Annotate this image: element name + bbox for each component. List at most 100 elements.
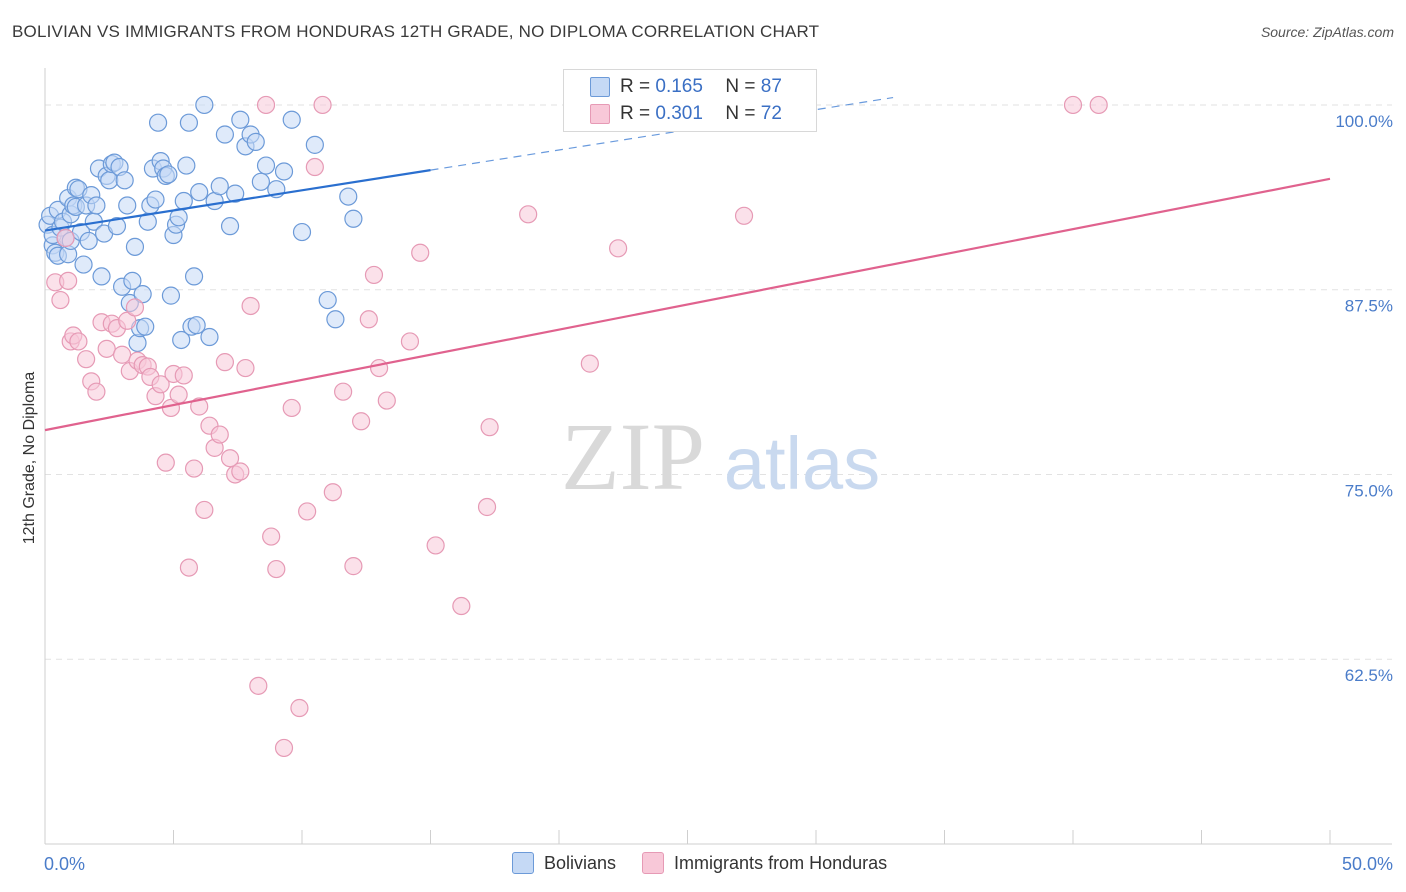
honduras-point	[580, 354, 599, 373]
bolivian-point	[123, 271, 142, 290]
bolivian-point	[74, 255, 93, 274]
legend-swatch-bolivians	[590, 77, 610, 97]
legend-n-value-honduras: 72	[760, 103, 782, 124]
honduras-point	[323, 483, 342, 502]
bolivian-point	[125, 237, 145, 256]
honduras-point	[274, 738, 294, 758]
tick-labels: 100.0% 87.5% 75.0% 62.5% 0.0% 50.0%	[44, 112, 1393, 874]
y-tick-label: 87.5%	[1345, 297, 1393, 316]
bolivian-point	[274, 162, 294, 181]
honduras-point	[156, 453, 175, 472]
legend-r-value-honduras: 0.301	[655, 103, 703, 124]
honduras-point	[377, 391, 396, 410]
honduras-point	[184, 459, 204, 478]
honduras-point	[174, 366, 193, 385]
bolivian-point	[226, 184, 245, 203]
bolivian-point	[292, 222, 312, 242]
honduras-point	[400, 332, 420, 351]
watermark: ZIP atlas	[561, 403, 880, 510]
bolivian-point	[251, 172, 270, 191]
honduras-point	[220, 449, 240, 468]
honduras-point	[151, 375, 170, 394]
honduras-point	[210, 425, 229, 444]
honduras-point	[59, 271, 78, 290]
legend-r-label: R =	[620, 103, 651, 124]
x-tick-label: 50.0%	[1342, 854, 1393, 874]
bolivian-point	[246, 132, 265, 152]
bottom-legend-label-honduras: Immigrants from Honduras	[674, 852, 888, 873]
y-tick-label: 62.5%	[1345, 666, 1393, 685]
bolivian-point	[256, 156, 276, 175]
honduras-point	[195, 500, 214, 520]
bolivian-point	[305, 135, 324, 154]
honduras-point	[359, 310, 378, 329]
honduras-point	[241, 296, 260, 316]
honduras-point	[352, 412, 371, 431]
honduras-point	[256, 95, 276, 115]
honduras-point	[231, 462, 250, 481]
bolivian-point	[161, 286, 181, 305]
data-points	[38, 95, 1108, 758]
bolivian-point	[146, 190, 165, 209]
honduras-point	[267, 559, 286, 579]
bolivian-point	[184, 267, 204, 286]
bolivian-point	[79, 231, 98, 251]
bolivian-point	[215, 125, 234, 144]
honduras-point	[1089, 95, 1108, 115]
honduras-point	[290, 698, 309, 718]
bolivian-point	[172, 330, 191, 350]
honduras-point	[609, 239, 628, 258]
y-tick-label: 100.0%	[1335, 112, 1393, 131]
legend-n-label: N =	[725, 103, 756, 124]
honduras-point	[169, 385, 188, 404]
bottom-legend: Bolivians Immigrants from Honduras	[512, 852, 887, 874]
honduras-point	[69, 332, 88, 351]
source-label: Source: ZipAtlas.com	[1260, 24, 1394, 40]
honduras-point	[364, 265, 384, 285]
bolivian-point	[148, 113, 168, 132]
honduras-point	[97, 339, 116, 358]
bolivian-point	[118, 196, 137, 215]
bolivian-point	[210, 177, 229, 196]
honduras-point	[519, 205, 538, 224]
axes	[44, 68, 1392, 845]
legend-r-value-bolivians: 0.165	[655, 76, 703, 97]
bolivian-point	[339, 187, 358, 206]
grid-lines	[45, 104, 1392, 660]
honduras-point	[282, 398, 301, 418]
x-tick-label: 0.0%	[44, 854, 85, 874]
honduras-point	[334, 382, 353, 401]
bottom-legend-swatch-bolivians	[512, 852, 534, 874]
honduras-point	[262, 527, 281, 546]
bolivian-trend-line	[44, 169, 431, 232]
honduras-point	[51, 290, 70, 310]
bolivian-point	[159, 165, 178, 184]
bolivian-point	[282, 110, 301, 129]
legend-row-honduras: R = 0.301 N = 72	[620, 102, 782, 126]
bolivian-point	[195, 95, 214, 115]
legend-r-label: R =	[620, 76, 651, 97]
legend-n-value-bolivians: 87	[760, 76, 782, 97]
stats-legend: R = 0.165 N = 87 R = 0.301 N = 72	[563, 69, 817, 132]
bolivian-point	[107, 217, 127, 236]
honduras-point	[344, 557, 363, 576]
bolivian-point	[200, 327, 219, 347]
honduras-point	[1063, 95, 1083, 115]
honduras-point	[370, 358, 389, 378]
bolivian-point	[326, 310, 345, 329]
bolivian-point	[128, 333, 147, 353]
bolivian-point	[115, 171, 134, 190]
honduras-point	[215, 353, 234, 372]
chart-title: BOLIVIAN VS IMMIGRANTS FROM HONDURAS 12T…	[12, 22, 820, 41]
honduras-point	[734, 206, 754, 225]
bolivian-point	[187, 316, 206, 335]
honduras-point	[480, 418, 499, 437]
honduras-point	[56, 228, 75, 248]
honduras-point	[179, 558, 199, 577]
honduras-point	[190, 397, 209, 416]
honduras-point	[87, 382, 106, 401]
bolivian-point	[344, 209, 363, 228]
legend-n-label: N =	[725, 76, 756, 97]
honduras-point	[112, 345, 132, 364]
